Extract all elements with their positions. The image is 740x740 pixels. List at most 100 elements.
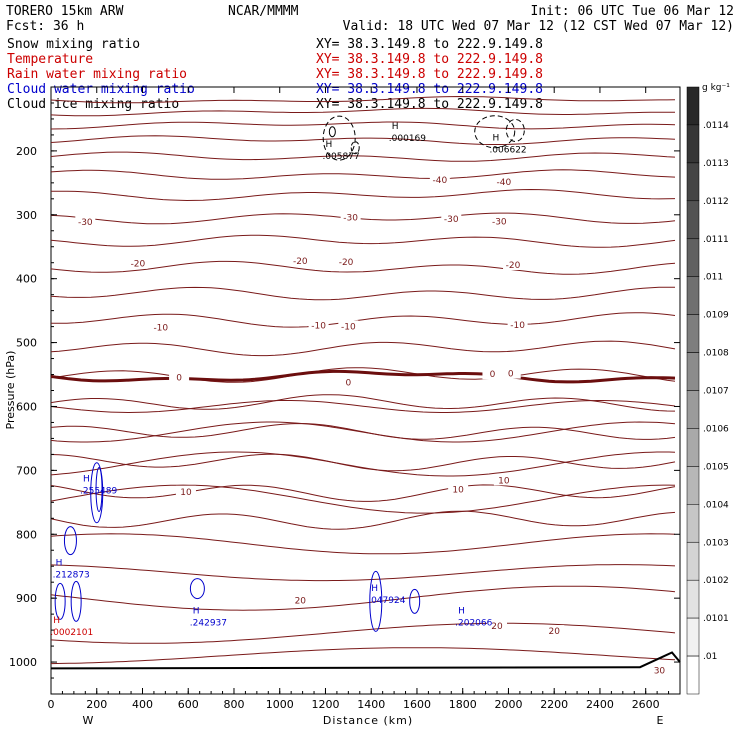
colorbar-swatch (686, 238, 700, 277)
legend-item-xy: XY= 38.3.149.8 to 222.9.149.8 (316, 97, 543, 112)
colorbar-label: .0112 (703, 197, 729, 207)
legend-item-name: Cloud ice mixing ratio (7, 97, 179, 112)
forecast-hour: Fcst: 36 h (6, 19, 84, 34)
colorbar-label: .0103 (703, 538, 729, 548)
mixing-ratio-contour (474, 115, 516, 149)
hydrometeor-contours (54, 115, 525, 632)
mixing-ratio-contour (322, 115, 356, 161)
colorbar-swatch (686, 124, 700, 164)
isotherm-label: -30 (492, 218, 507, 228)
label-background (150, 321, 171, 333)
colorbar-swatch (686, 276, 700, 315)
isotherm-label: 20 (548, 627, 560, 637)
label-background (340, 211, 361, 223)
maximum-value: .000169 (389, 134, 426, 144)
legend-item-xy: XY= 38.3.149.8 to 222.9.149.8 (316, 52, 543, 67)
label-background (649, 664, 670, 676)
surface-line (50, 651, 681, 670)
label-background (308, 319, 329, 331)
colorbar-label: .0109 (703, 311, 729, 321)
x-axis-title: Distance (km) (323, 714, 413, 727)
isotherm-line (50, 107, 675, 117)
x-tick-label: 1000 (266, 698, 294, 711)
label-background (169, 371, 190, 383)
label-background (429, 174, 450, 186)
colorbar-swatch (686, 617, 700, 657)
x-tick-label: 800 (223, 698, 244, 711)
x-tick-label: 2400 (586, 698, 614, 711)
label-background (448, 483, 469, 495)
x-axis: 0 200 400 600 800 1000 1200 1400 1600 1800 2000 220… (48, 87, 670, 711)
isotherm-line (50, 260, 676, 275)
isotherm-line (50, 564, 676, 582)
isotherm-label: -30 (78, 218, 93, 228)
isotherm-label: -10 (341, 322, 356, 332)
colorbar-label: .0101 (703, 614, 729, 624)
label-background (338, 320, 359, 332)
legend-item-name: Cloud water mixing ratio (7, 82, 195, 97)
label-background (493, 474, 514, 486)
maximum-marker: H (371, 584, 378, 594)
colorbar-label: .0107 (703, 387, 729, 397)
x-tick-label: 2000 (494, 698, 522, 711)
colorbar-label: .0113 (703, 159, 729, 169)
isotherm-label: -40 (497, 178, 512, 188)
center-title: NCAR/MMMM (228, 4, 299, 19)
isotherm-label: 30 (654, 667, 666, 677)
legend-item-name: Rain water mixing ratio (7, 67, 187, 82)
isotherm-line (50, 484, 676, 502)
colorbar-swatch (686, 466, 700, 505)
isotherm-label: -30 (343, 214, 358, 224)
label-background (507, 319, 528, 331)
colorbar-swatch (686, 352, 700, 391)
colorbar-swatch (686, 200, 700, 239)
maximum-marker: H (392, 122, 399, 132)
maximum-marker: H (83, 475, 90, 485)
colorbar: .0114 .0113 .0112 .0111 .011 .0109 .0108 .0107.… (686, 83, 730, 695)
isotherm-label: -20 (339, 258, 354, 268)
maximum-value: .006622 (489, 146, 526, 156)
maximum-marker: H (53, 616, 60, 626)
label-background (489, 215, 510, 227)
isotherm-line (50, 421, 676, 443)
isotherm-label: 10 (498, 476, 510, 486)
y-axis-title: Pressure (hPa) (4, 351, 17, 430)
label-background (503, 258, 524, 270)
mixing-ratio-contour (189, 578, 205, 600)
maximum-marker: H (458, 606, 465, 616)
colorbar-label: .01 (703, 652, 717, 662)
colorbar-label: .0102 (703, 576, 729, 586)
legend-item-xy: XY= 38.3.149.8 to 222.9.149.8 (316, 82, 543, 97)
colorbar-label: .0108 (703, 349, 729, 359)
y-tick-label: 900 (16, 592, 37, 605)
y-tick-label: 1000 (9, 656, 37, 669)
colorbar-swatch (686, 162, 700, 202)
maximum-value: .202066 (455, 618, 492, 628)
isotherm-line (50, 585, 676, 611)
maximum-marker: H (193, 606, 200, 616)
isotherm-line (50, 151, 676, 162)
label-background (441, 212, 462, 224)
mixing-ratio-contour (328, 126, 336, 138)
colorbar-label: .0104 (703, 500, 729, 510)
init-time: Init: 06 UTC Tue 06 Mar 12 (531, 4, 735, 19)
temperature-labels: -40 -40 -30 -30 -30 -30 -20 -20 -20 -20 -10 -10 -10 -… (75, 174, 670, 677)
isotherm-line (50, 234, 676, 248)
isotherm-label: 0 (508, 370, 514, 380)
colorbar-label: .0114 (703, 121, 729, 131)
maximum-value: .212873 (53, 570, 90, 580)
maximum-value: .005877 (322, 152, 359, 162)
isotherm-label: -20 (293, 257, 308, 267)
mixing-ratio-contour (409, 588, 421, 614)
y-tick-label: 300 (16, 209, 37, 222)
isotherm-line (50, 188, 676, 202)
mixing-ratio-contour (95, 467, 103, 513)
isotherm-label: 10 (452, 485, 464, 495)
colorbar-swatch (686, 504, 700, 543)
mixing-ratio-contour (505, 118, 525, 142)
x-tick-label: 2200 (540, 698, 568, 711)
isotherm-label: -10 (510, 321, 525, 331)
west-label: W (83, 714, 94, 727)
isotherm-label: 0 (490, 370, 496, 380)
